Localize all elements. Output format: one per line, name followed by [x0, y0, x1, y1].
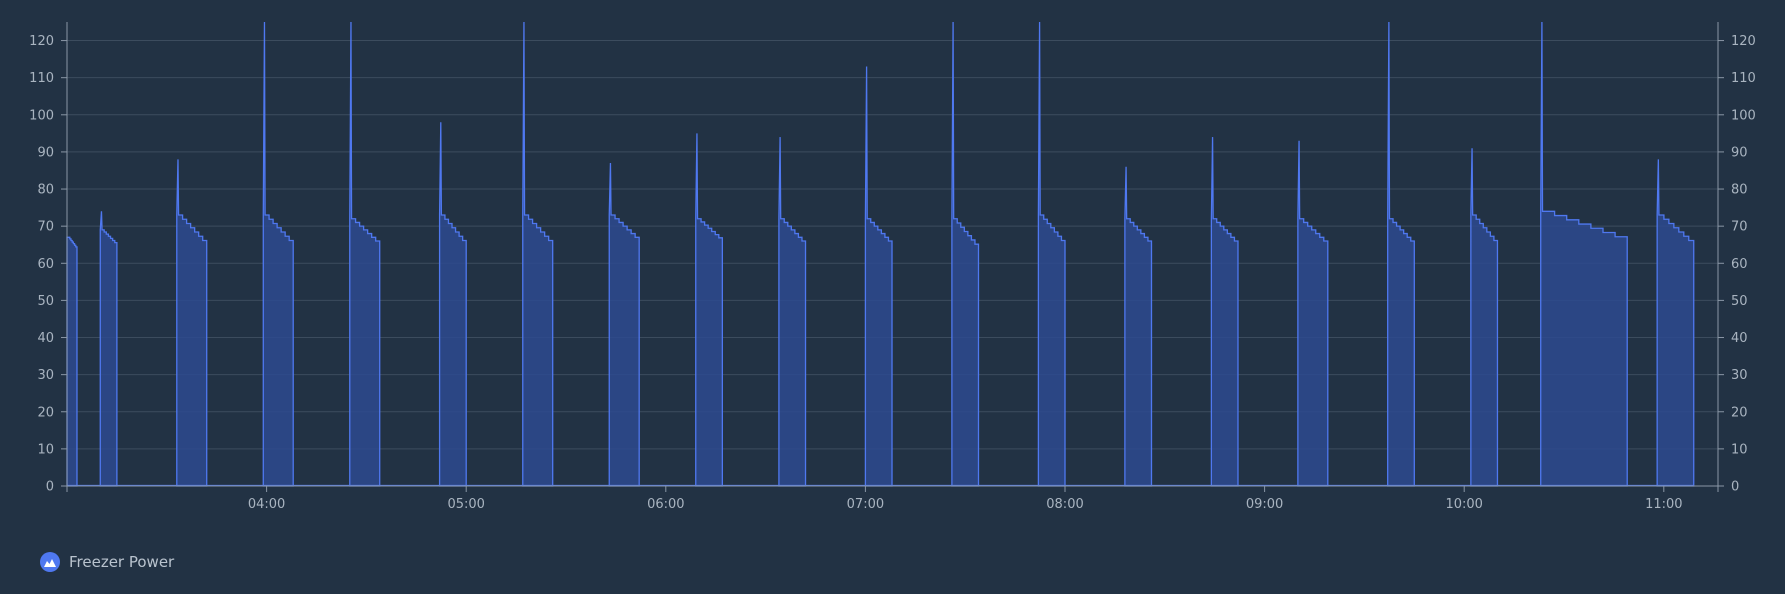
series-cycle-4	[262, 21, 294, 487]
series-cycle-5	[349, 21, 381, 487]
x-tick-label: 09:00	[1246, 497, 1283, 512]
y-tick-label: 20	[37, 405, 54, 420]
series-cycle-18	[1470, 148, 1499, 487]
y-tick-label: 40	[37, 331, 54, 346]
y-tick-label-right: 90	[1731, 145, 1748, 160]
y-tick-label: 60	[37, 257, 54, 272]
x-tick-label: 10:00	[1445, 497, 1482, 512]
series-areas	[66, 21, 1695, 487]
series-cycle-6	[438, 122, 467, 487]
x-tick-label: 06:00	[647, 497, 684, 512]
y-axis-right-ticks: 0 10 20 30 40 50 60 70 80 90 100 110 120	[1718, 34, 1756, 495]
y-tick-label-right: 120	[1731, 34, 1756, 49]
y-tick-label: 120	[29, 34, 54, 49]
x-tick-label: 04:00	[248, 497, 285, 512]
y-tick-label: 50	[37, 294, 54, 309]
series-cycle-9	[695, 133, 724, 487]
y-tick-label-right: 60	[1731, 257, 1748, 272]
y-tick-label: 30	[37, 368, 54, 383]
y-tick-label-right: 110	[1731, 71, 1756, 86]
series-cycle-17	[1387, 21, 1415, 487]
y-tick-label: 70	[37, 220, 54, 235]
series-cycle-8	[608, 163, 640, 487]
series-cycle-20	[1656, 159, 1695, 487]
y-tick-label: 80	[37, 183, 54, 198]
x-tick-label: 05:00	[447, 497, 484, 512]
y-tick-label-right: 20	[1731, 405, 1748, 420]
y-tick-label-right: 80	[1731, 183, 1748, 198]
y-tick-label-right: 0	[1731, 480, 1739, 495]
x-tick-label: 11:00	[1645, 497, 1682, 512]
y-tick-label-right: 50	[1731, 294, 1748, 309]
y-tick-label: 10	[37, 442, 54, 457]
series-cycle-13	[1037, 21, 1066, 487]
series-cycle-16	[1297, 140, 1329, 487]
x-tick-label: 07:00	[847, 497, 884, 512]
y-tick-label: 100	[29, 108, 54, 123]
y-tick-label-right: 70	[1731, 220, 1748, 235]
y-tick-label: 110	[29, 71, 54, 86]
axes	[66, 22, 1719, 487]
series-cycle-3	[176, 159, 208, 487]
series-cycle-2	[99, 211, 118, 487]
series-cycle-10	[778, 137, 807, 487]
area-chart-icon	[40, 552, 60, 572]
series-cycle-1	[66, 236, 78, 487]
y-tick-label-right: 100	[1731, 108, 1756, 123]
x-tick-label: 08:00	[1046, 497, 1083, 512]
y-tick-label-right: 40	[1731, 331, 1748, 346]
series-cycle-19	[1540, 21, 1628, 487]
y-tick-label-right: 30	[1731, 368, 1748, 383]
series-cycle-11	[864, 66, 893, 487]
y-axis-left-ticks: 0 10 20 30 40 50 60 70 80 90 100 110 120	[29, 34, 67, 495]
series-cycle-7	[522, 21, 554, 487]
y-tick-label: 90	[37, 145, 54, 160]
series-cycle-15	[1210, 137, 1239, 487]
series-cycle-12	[951, 21, 980, 487]
legend-label: Freezer Power	[69, 553, 175, 571]
y-tick-label: 0	[46, 480, 54, 495]
y-tick-label-right: 10	[1731, 442, 1748, 457]
x-axis-ticks: 04:00 05:00 06:00 07:00 08:00 09:00 10:00 11:00	[66, 486, 1719, 512]
legend[interactable]: Freezer Power	[40, 552, 174, 572]
series-cycle-14	[1124, 166, 1153, 487]
